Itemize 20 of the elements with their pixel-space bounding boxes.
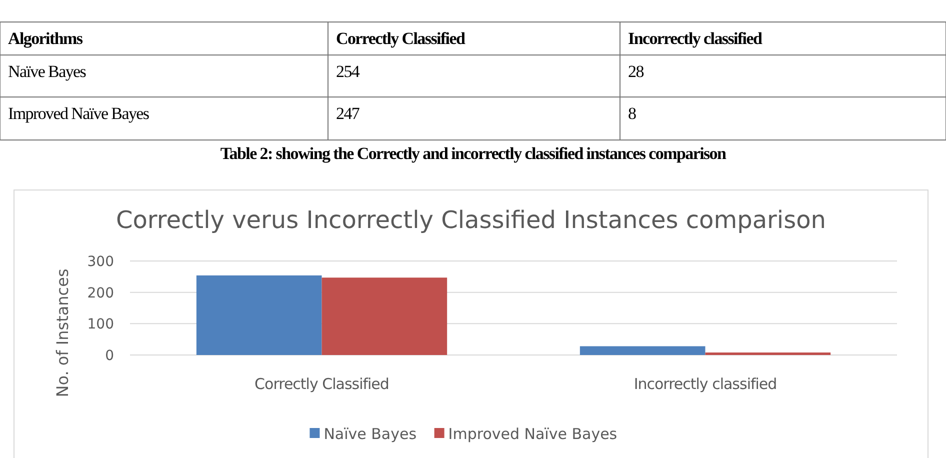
- y-tick-label: 0: [105, 348, 114, 364]
- x-tick-label: Correctly Classified: [254, 375, 389, 393]
- bar: [196, 275, 322, 355]
- y-axis-title: No. of Instances: [53, 268, 72, 398]
- y-tick-label: 100: [87, 316, 114, 333]
- bar: [322, 278, 448, 355]
- x-tick-label: Incorrectly classified: [634, 375, 777, 393]
- data-label: 8: [628, 104, 636, 123]
- y-tick-label: 300: [87, 254, 114, 270]
- y-tick-label: 200: [87, 285, 114, 302]
- legend-label: Naïve Bayes: [324, 425, 417, 443]
- bar: [705, 352, 831, 355]
- data-label: 247: [336, 104, 360, 123]
- chart-title: Correctly verus Incorrectly Classified Instances comparison: [116, 206, 826, 234]
- caption: Table 2: showing the Correctly and incorrectly classified instances comparison: [220, 144, 728, 163]
- data-label: 28: [628, 62, 644, 81]
- values-table: Algorithms Correctly Classified Incorrectly classified Naïve Bayes 254 28 Improved Naïve Bayes 247 8: [0, 22, 946, 140]
- bar: [580, 346, 706, 355]
- legend-label: Improved Naïve Bayes: [448, 425, 618, 443]
- data-label: 254: [336, 62, 360, 81]
